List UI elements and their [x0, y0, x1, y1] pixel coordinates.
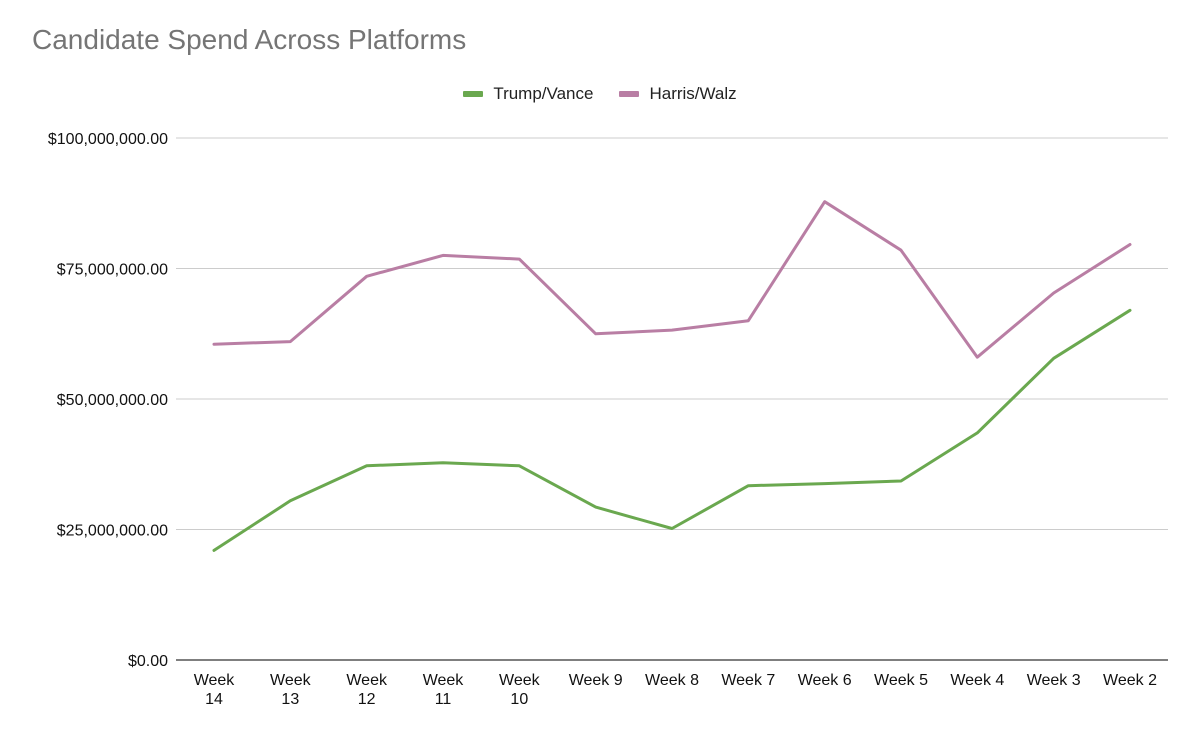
x-tick-label: Week 10	[499, 672, 541, 708]
y-tick-label: $25,000,000.00	[57, 523, 168, 540]
legend-item-harris-walz[interactable]: Harris/Walz	[619, 84, 737, 104]
legend: Trump/Vance Harris/Walz	[0, 84, 1200, 104]
x-tick-label: Week 5	[874, 672, 928, 689]
x-tick-label: Week 11	[423, 672, 465, 708]
x-tick-label: Week 9	[569, 672, 623, 689]
gridlines	[176, 137, 1168, 661]
x-tick-label: Week 12	[346, 672, 388, 708]
legend-swatch-harris-walz	[619, 91, 640, 97]
series-line-harris-walz[interactable]	[212, 200, 1132, 359]
series-lines	[212, 200, 1132, 552]
legend-label-trump-vance: Trump/Vance	[493, 84, 594, 103]
legend-item-trump-vance[interactable]: Trump/Vance	[463, 84, 593, 104]
legend-swatch-trump-vance	[463, 91, 484, 97]
x-axis-tick-labels: Week 14 Week 13 Week 12 Week 11 Week 10 Week 9 Week…	[194, 672, 1157, 708]
y-tick-label: $0.00	[128, 653, 168, 670]
y-axis-tick-labels: $0.00 $25,000,000.00 $50,000,000.00 $75,000…	[48, 131, 168, 670]
x-tick-label: Week 13	[270, 672, 312, 708]
x-tick-label: Week 14	[194, 672, 236, 708]
series-line-trump-vance[interactable]	[212, 308, 1132, 552]
legend-label-harris-walz: Harris/Walz	[649, 84, 737, 103]
y-tick-label: $75,000,000.00	[57, 262, 168, 279]
x-tick-label: Week 7	[721, 672, 775, 689]
x-tick-label: Week 4	[950, 672, 1004, 689]
x-tick-label: Week 8	[645, 672, 699, 689]
y-tick-label: $100,000,000.00	[48, 131, 168, 148]
x-tick-label: Week 2	[1103, 672, 1157, 689]
y-tick-label: $50,000,000.00	[57, 392, 168, 409]
chart-title: Candidate Spend Across Platforms	[32, 24, 467, 55]
x-tick-label: Week 3	[1027, 672, 1081, 689]
x-tick-label: Week 6	[798, 672, 852, 689]
